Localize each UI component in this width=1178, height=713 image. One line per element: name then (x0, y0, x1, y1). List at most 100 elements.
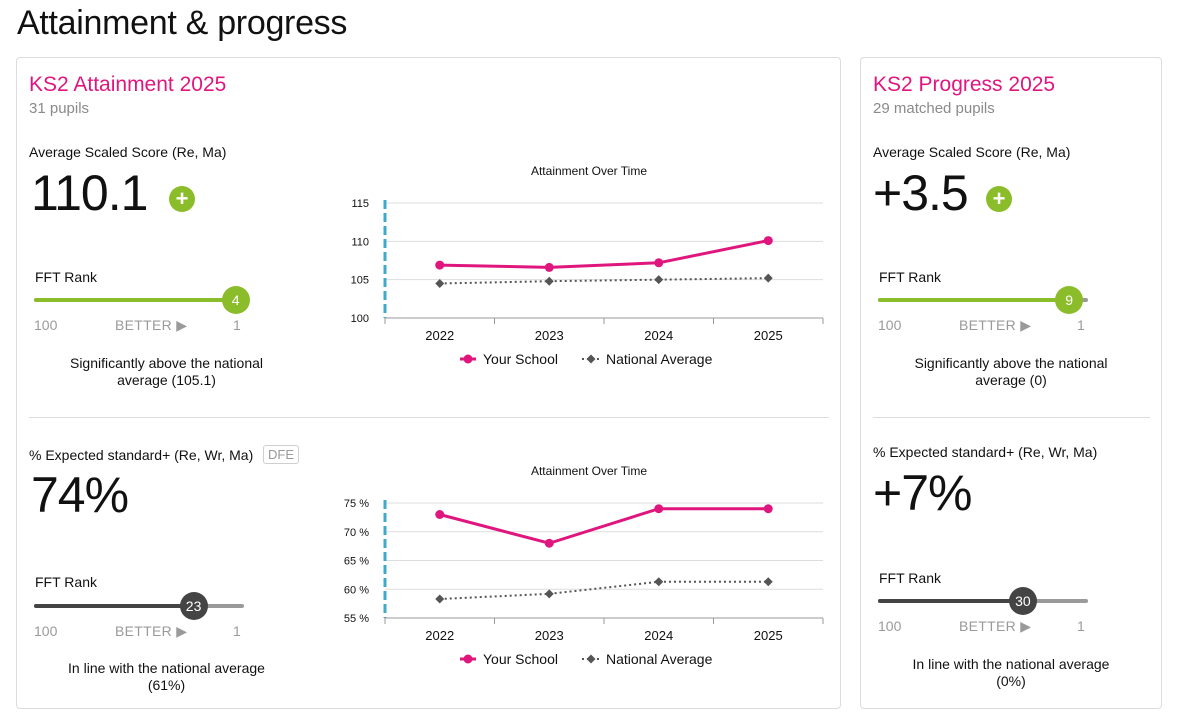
rank-axis-better: BETTER ▶ (959, 317, 1032, 333)
page-title: Attainment & progress (17, 4, 348, 42)
rank-axis-low: 100 (878, 317, 902, 333)
data-point (654, 258, 664, 268)
chart-title: Attainment Over Time (531, 464, 647, 478)
data-point (544, 262, 554, 272)
score-verdict: Significantly above the national average… (914, 355, 1108, 388)
legend-label: National Average (606, 651, 713, 667)
data-point (435, 594, 445, 604)
data-point (654, 504, 664, 514)
x-tick-label: 2024 (644, 628, 673, 643)
data-point (544, 276, 554, 286)
rank-axis-low: 100 (878, 618, 902, 634)
x-tick-label: 2025 (754, 628, 783, 643)
expected-value: +7% (873, 465, 972, 521)
score-value: 110.1 (31, 165, 148, 221)
y-tick-label: 115 (351, 198, 369, 210)
rank-axis-better: BETTER ▶ (115, 623, 188, 639)
fft-rank-label: FFT Rank (35, 269, 97, 285)
y-tick-label: 110 (351, 236, 369, 248)
x-tick-label: 2022 (425, 628, 454, 643)
score-label: Average Scaled Score (Re, Ma) (873, 144, 1071, 160)
data-point (763, 504, 773, 514)
x-tick-label: 2024 (644, 328, 673, 343)
y-tick-label: 70 % (344, 527, 369, 539)
rank-track: 23 (34, 592, 244, 620)
attainment-card: KS2 Attainment 2025 31 pupils Average Sc… (16, 57, 841, 709)
y-tick-label: 55 % (344, 613, 369, 625)
data-point (654, 577, 664, 587)
x-tick-label: 2023 (535, 328, 564, 343)
attainment-expected-chart: Attainment Over Time 55 % 60 % 65 % 70 % 75 %… (344, 464, 824, 667)
data-point (544, 538, 554, 548)
legend-marker (586, 654, 596, 664)
y-tick-label: 65 % (344, 556, 369, 568)
data-point (763, 273, 773, 283)
dfe-badge[interactable]: DFE (263, 445, 299, 464)
score-label: Average Scaled Score (Re, Ma) (29, 144, 227, 160)
legend-marker (463, 354, 473, 364)
rank-axis-better: BETTER ▶ (959, 618, 1032, 634)
expected-label: % Expected standard+ (Re, Wr, Ma) (29, 447, 254, 463)
data-point (544, 589, 554, 599)
plus-icon[interactable]: + (169, 186, 195, 212)
data-point (435, 510, 445, 519)
series-line (439, 580, 769, 601)
rank-track: 4 (34, 286, 250, 314)
expected-label: % Expected standard+ (Re, Wr, Ma) (873, 444, 1098, 460)
score-value: +3.5 (873, 165, 969, 221)
data-point (763, 236, 773, 246)
rank-track: 30 (878, 587, 1088, 615)
rank-knob: 30 (1008, 587, 1037, 615)
fft-rank-label: FFT Rank (879, 570, 941, 586)
data-point (435, 260, 445, 270)
attainment-subtitle: 31 pupils (29, 100, 90, 117)
y-tick-label: 100 (351, 313, 369, 325)
rank-axis-low: 100 (34, 317, 58, 333)
legend-marker (586, 354, 596, 364)
rank-knob: 23 (179, 592, 208, 620)
score-verdict: Significantly above the national average… (69, 355, 264, 388)
rank-fill (34, 298, 236, 302)
progress-title: KS2 Progress 2025 (873, 73, 1056, 96)
rank-knob: 4 (221, 286, 250, 314)
rank-axis-better: BETTER ▶ (115, 317, 188, 333)
legend-label: National Average (606, 351, 713, 367)
series-line (439, 277, 769, 285)
rank-axis-high: 1 (1077, 618, 1085, 634)
expected-verdict: In line with the national average (61%) (68, 660, 265, 693)
y-tick-label: 75 % (344, 498, 369, 510)
x-tick-label: 2025 (754, 328, 783, 343)
attainment-score-chart: Attainment Over Time 100 105 110 115 2022 2023… (351, 164, 824, 367)
progress-subtitle: 29 matched pupils (873, 100, 995, 117)
rank-axis-high: 1 (233, 317, 241, 333)
rank-fill (34, 604, 194, 608)
rank-axis-high: 1 (233, 623, 241, 639)
data-point (654, 275, 664, 285)
rank-fill (878, 298, 1070, 302)
data-point (435, 279, 445, 288)
x-tick-label: 2022 (425, 328, 454, 343)
data-point (763, 577, 773, 587)
fft-rank-label: FFT Rank (35, 574, 97, 590)
series-line (439, 507, 769, 545)
expected-value: 74% (31, 467, 129, 523)
rank-fill (878, 599, 1023, 603)
legend-label: Your School (483, 651, 558, 667)
fft-rank-label: FFT Rank (879, 269, 941, 285)
legend-label: Your School (483, 351, 558, 367)
rank-knob: 9 (1055, 286, 1084, 314)
chart-title: Attainment Over Time (531, 164, 647, 178)
rank-axis-low: 100 (34, 623, 58, 639)
y-tick-label: 105 (351, 275, 369, 287)
series-line (439, 239, 769, 269)
expected-verdict: In line with the national average (0%) (912, 656, 1110, 689)
legend-marker (463, 654, 473, 664)
progress-card: KS2 Progress 2025 29 matched pupils Aver… (860, 57, 1162, 709)
section-divider (873, 417, 1150, 418)
section-divider (29, 417, 829, 418)
y-tick-label: 60 % (344, 584, 369, 596)
rank-track: 9 (878, 286, 1088, 314)
x-tick-label: 2023 (535, 628, 564, 643)
attainment-title: KS2 Attainment 2025 (29, 73, 227, 96)
plus-icon[interactable]: + (986, 186, 1012, 212)
